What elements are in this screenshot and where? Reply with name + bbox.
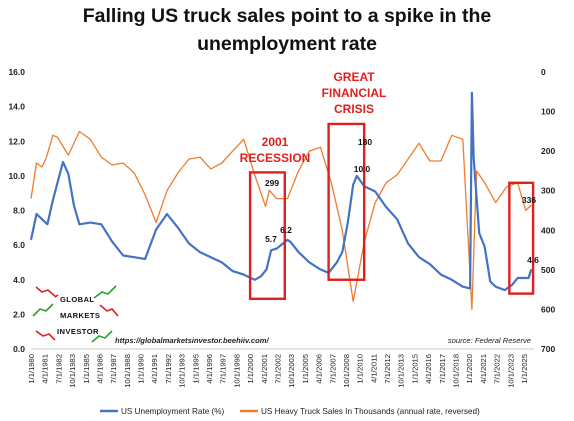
x-tick-label: 4/1/1991: [150, 354, 159, 384]
x-tick-label: 10/1/1993: [178, 354, 187, 388]
series-line-truck-sales: [30, 130, 532, 311]
source-note: source: Federal Reserve: [448, 336, 531, 345]
chart-title-line2: unemployment rate: [197, 33, 377, 55]
logo-arrow-green-1: [93, 285, 117, 299]
logo-arrow-red-1: [35, 286, 57, 298]
x-tick-label: 1/1/1985: [82, 354, 91, 384]
x-tick-label: 4/1/2006: [315, 354, 324, 384]
right-tick-label: 300: [541, 186, 555, 196]
logo-arrow-red-2: [99, 304, 119, 317]
left-tick-label: 14.0: [8, 102, 25, 112]
left-tick-label: 16.0: [8, 67, 25, 77]
logo-arrow-green-3: [91, 330, 113, 343]
x-tick-label: 4/1/1981: [41, 354, 50, 384]
left-tick-label: 6.0: [13, 240, 25, 250]
logo-arrow-green-2: [32, 303, 54, 317]
legend-label-truck-sales: US Heavy Truck Sales In Thousands (annua…: [261, 407, 480, 416]
x-tick-label: 7/1/1997: [219, 354, 228, 384]
recession-2001-label-2: RECESSION: [240, 151, 311, 165]
left-tick-label: 12.0: [8, 136, 25, 146]
x-tick-label: 7/1/2012: [383, 354, 392, 384]
x-tick-label: 7/1/1982: [54, 354, 63, 384]
left-tick-label: 2.0: [13, 309, 25, 319]
x-tick-label: 1/1/2010: [356, 354, 365, 384]
recent-box: [508, 181, 535, 295]
logo-word-global: GLOBAL: [60, 295, 94, 304]
x-tick-label: 4/1/2021: [479, 354, 488, 384]
right-tick-label: 700: [541, 344, 555, 354]
data-label-4-6: 4.6: [527, 255, 539, 265]
x-tick-label: 1/1/2000: [246, 354, 255, 384]
url-note[interactable]: https://globalmarketsinvestor.beehiiv.co…: [115, 336, 269, 345]
data-label-5-7: 5.7: [265, 234, 277, 244]
x-tick-label: 7/1/1992: [164, 354, 173, 384]
right-tick-label: 0: [541, 67, 546, 77]
x-tick-label: 4/1/2011: [369, 354, 378, 383]
right-tick-label: 500: [541, 265, 555, 275]
x-tick-label: 7/1/2022: [493, 354, 502, 384]
x-tick-label: 1/1/2020: [465, 354, 474, 384]
data-label-6-2: 6.2: [280, 225, 292, 235]
x-tick-label: 10/1/1988: [123, 354, 132, 388]
x-tick-label: 1/1/1990: [137, 354, 146, 384]
x-tick-label: 1/1/1980: [27, 354, 36, 384]
x-tick-label: 1/1/2005: [301, 354, 310, 384]
x-tick-label: 4/1/2001: [260, 354, 269, 384]
left-tick-label: 10.0: [8, 171, 25, 181]
legend: US Unemployment Rate (%) US Heavy Truck …: [100, 407, 480, 416]
chart-title: Falling US truck sales point to a spike …: [83, 5, 492, 27]
x-tick-label: 10/1/2023: [506, 354, 515, 388]
gfc-label-3: CRISIS: [334, 102, 374, 116]
data-label-336: 336: [522, 195, 536, 205]
logo-word-markets: MARKETS: [60, 311, 100, 320]
axes: 0.0 2.0 4.0 6.0 8.0 10.0 12.0 14.0 16.0 0 100 200 30…: [8, 67, 555, 388]
left-tick-label: 4.0: [13, 275, 25, 285]
x-tick-label: 10/1/1998: [232, 354, 241, 388]
x-tick-label: 7/1/2017: [438, 354, 447, 384]
data-label-299: 299: [265, 178, 279, 188]
x-tick-label: 10/1/1983: [68, 354, 77, 388]
series-line-unemployment: [29, 91, 533, 292]
data-label-10-0: 10.0: [354, 164, 371, 174]
x-tick-label: 1/1/2025: [520, 354, 529, 384]
right-tick-label: 200: [541, 146, 555, 156]
x-tick-label: 7/1/1987: [109, 354, 118, 384]
logo: GLOBAL MARKETS INVESTOR: [32, 285, 119, 343]
x-tick-label: 10/1/2018: [451, 354, 460, 388]
right-tick-label: 600: [541, 304, 555, 314]
left-tick-label: 0.0: [13, 344, 25, 354]
x-tick-label: 10/1/2008: [342, 354, 351, 388]
data-label-180: 180: [358, 137, 372, 147]
x-tick-label: 10/1/2003: [287, 354, 296, 388]
series-group: [29, 91, 533, 311]
x-tick-label: 7/1/2007: [328, 354, 337, 384]
legend-label-unemployment: US Unemployment Rate (%): [121, 407, 225, 416]
logo-arrow-red-3: [35, 330, 56, 341]
annotations-group: [248, 122, 535, 300]
x-tick-label: 1/1/2015: [410, 354, 419, 384]
recession-2001-label: 2001: [262, 135, 289, 149]
right-tick-label: 100: [541, 107, 555, 117]
x-tick-label: 4/1/1986: [95, 354, 104, 384]
x-tick-label: 4/1/1996: [205, 354, 214, 384]
right-tick-label: 400: [541, 225, 555, 235]
x-tick-label: 1/1/1995: [191, 354, 200, 384]
left-tick-label: 8.0: [13, 206, 25, 216]
gfc-label-2: FINANCIAL: [322, 86, 387, 100]
x-tick-label: 7/1/2002: [273, 354, 282, 384]
recession-2001-box: [248, 171, 286, 300]
x-tick-label: 4/1/2016: [424, 354, 433, 384]
x-tick-label: 10/1/2013: [397, 354, 406, 388]
gfc-label-1: GREAT: [333, 70, 375, 84]
logo-word-investor: INVESTOR: [57, 327, 99, 336]
gfc-box: [327, 122, 366, 281]
